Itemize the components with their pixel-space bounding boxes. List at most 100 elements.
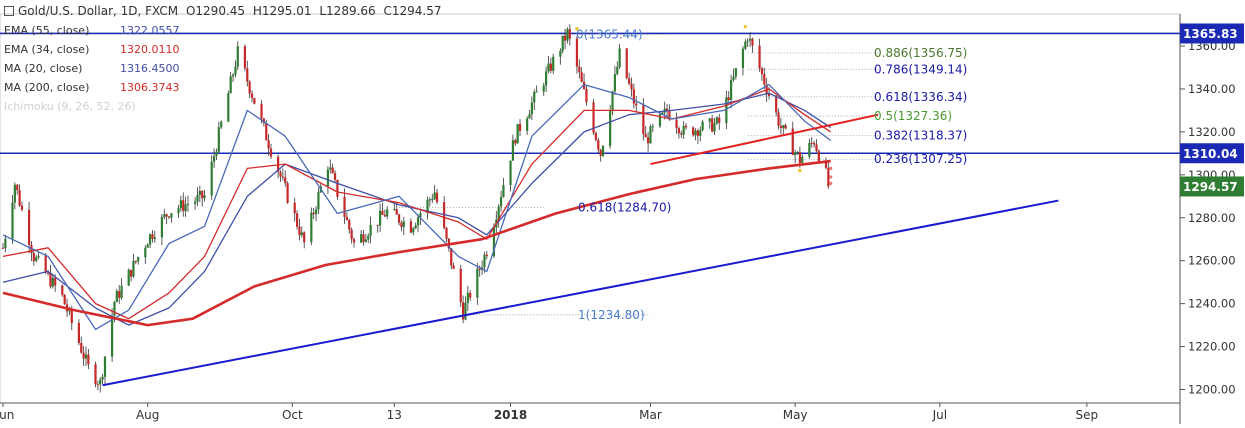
candle-body	[227, 93, 230, 122]
candle-body	[331, 167, 334, 174]
candle-body	[630, 83, 633, 90]
candle-body	[215, 151, 218, 157]
candle-body	[616, 66, 619, 75]
plot-layer	[0, 24, 1180, 393]
candle-body	[744, 41, 747, 49]
candle-body	[559, 50, 562, 57]
candle-body	[767, 94, 771, 97]
candle-body	[677, 128, 681, 134]
signal-dot	[575, 27, 579, 31]
candle-body	[646, 137, 650, 144]
plot-frame	[0, 13, 1181, 404]
candle-body	[18, 190, 21, 206]
candle-body	[642, 105, 645, 135]
candle-body	[54, 277, 57, 286]
candle-body	[165, 214, 168, 217]
candle-body	[4, 238, 7, 248]
candle-body	[177, 208, 180, 214]
candle-body	[727, 97, 730, 100]
candle-body	[184, 204, 187, 212]
candle-body	[137, 257, 140, 262]
candle-body	[815, 144, 818, 151]
candle-body	[13, 184, 16, 203]
candle-body	[61, 285, 64, 295]
candle-body	[412, 228, 415, 233]
candle-body	[746, 40, 749, 42]
candle-body	[725, 97, 728, 124]
candle-body	[431, 199, 434, 201]
candle-body	[696, 130, 699, 136]
candle-body	[317, 192, 320, 210]
candle-body	[741, 48, 745, 69]
candle-body	[784, 125, 787, 129]
collapse-toggle-icon[interactable]	[4, 6, 14, 16]
candle-body	[170, 213, 173, 218]
candle-body	[665, 108, 669, 111]
candle-body	[160, 217, 164, 238]
indicator-ma20[interactable]: MA (20, close) 1316.4500	[4, 62, 446, 75]
candle-body	[718, 117, 721, 124]
candle-body	[132, 260, 135, 277]
candle-body	[402, 221, 405, 227]
candle-body	[794, 152, 797, 155]
candle-body	[367, 235, 370, 240]
candle-body	[699, 130, 702, 136]
candle-body	[110, 315, 114, 357]
candle-body	[549, 63, 552, 71]
candle-body	[103, 356, 107, 377]
indicator-label: EMA (34, close)	[4, 43, 90, 56]
candle-body	[599, 149, 602, 156]
candle-body	[817, 150, 820, 162]
price-tag	[1180, 23, 1244, 44]
candle-body	[198, 190, 201, 195]
candle-body	[120, 285, 123, 298]
candle-body	[462, 302, 465, 320]
indicator-value: 1316.4500	[120, 62, 180, 75]
candle-body	[352, 239, 356, 243]
candle-body	[594, 132, 598, 141]
candle-body	[381, 210, 384, 215]
candle-body	[566, 29, 569, 41]
indicator-ma200[interactable]: MA (200, close) 1306.3743	[4, 81, 446, 94]
candle-body	[37, 255, 40, 258]
candle-body	[70, 309, 73, 324]
candle-body	[575, 38, 579, 67]
candle-body	[611, 91, 614, 111]
candle-body	[661, 112, 664, 115]
price-tag	[1180, 176, 1244, 197]
candle-body	[466, 292, 469, 303]
candle-body	[303, 232, 306, 243]
candle-body	[196, 194, 199, 202]
candle-body	[118, 291, 121, 298]
candle-body	[613, 74, 616, 92]
candle-body	[167, 216, 171, 218]
candle-body	[77, 323, 80, 344]
candle-body	[601, 145, 605, 156]
indicator-ichimoku[interactable]: Ichimoku (9, 26, 52, 26)	[4, 100, 446, 113]
indicator-ema55[interactable]: EMA (55, close) 1322.0557	[4, 24, 446, 37]
candle-body	[592, 102, 595, 133]
candle-body	[243, 46, 247, 69]
indicator-ema34[interactable]: EMA (34, close) 1320.0110	[4, 43, 446, 56]
candle-body	[684, 125, 688, 128]
candle-body	[782, 125, 785, 129]
candle-body	[464, 302, 467, 320]
candle-body	[99, 379, 102, 385]
candle-body	[552, 56, 555, 71]
candle-body	[1, 247, 5, 249]
candle-body	[101, 376, 104, 380]
candle-body	[84, 354, 88, 359]
y-tick-label: 1340.00	[1188, 82, 1236, 96]
candle-body	[813, 143, 816, 145]
candle-body	[730, 80, 733, 100]
candle-body	[212, 156, 216, 162]
symbol-title[interactable]: Gold/U.S. Dollar, 1D, FXCM	[18, 4, 179, 18]
x-tick-label: Jun	[0, 408, 14, 422]
y-tick-label: 1260.00	[1188, 254, 1236, 268]
y-tick-label: 1320.00	[1188, 125, 1236, 139]
candle-body	[163, 214, 166, 218]
candle-body	[511, 140, 515, 161]
price-tag-label: 1310.04	[1183, 147, 1238, 161]
indicator-label: MA (200, close)	[4, 81, 90, 94]
